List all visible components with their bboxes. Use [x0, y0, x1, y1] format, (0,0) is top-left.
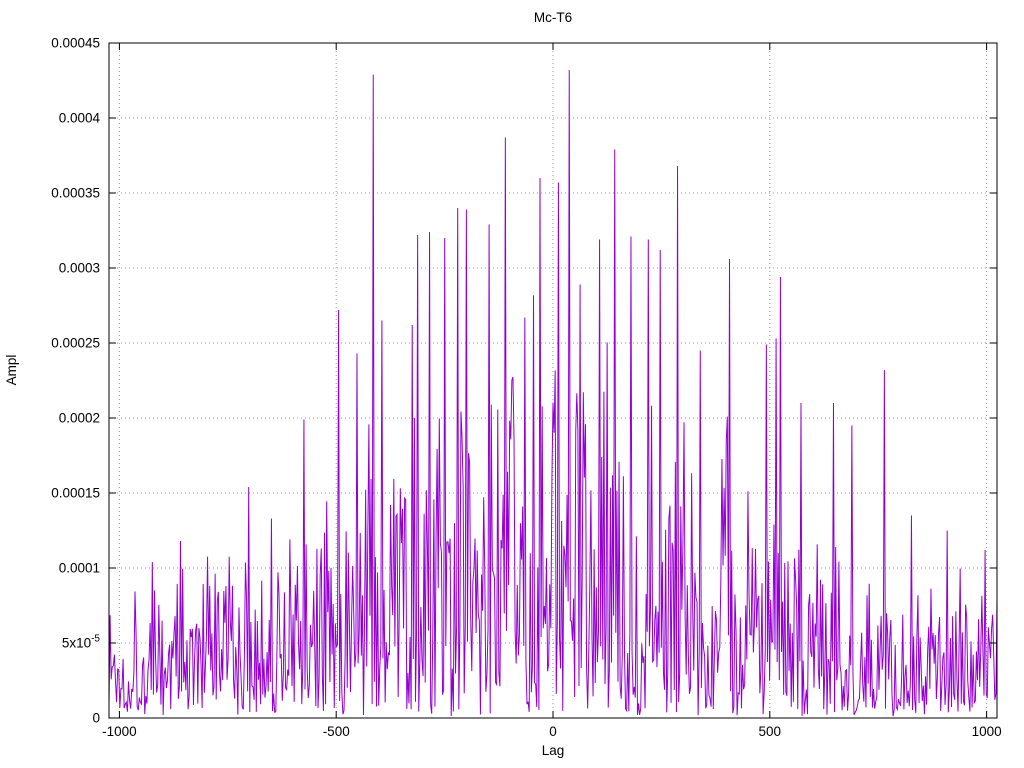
y-tick-label: 0.00035	[51, 186, 100, 201]
grid-lines	[109, 42, 997, 719]
x-tick-label: 500	[759, 724, 782, 739]
y-tick-label: 0	[92, 711, 100, 726]
y-tick-label: 0.00025	[51, 336, 100, 351]
y-tick-label: 0.0001	[59, 561, 100, 576]
x-tick-label: -1000	[102, 724, 137, 739]
y-axis-label: Ampl	[4, 355, 19, 386]
y-tick-label: 0.00015	[51, 486, 100, 501]
y-tick-label: 0.00045	[51, 36, 100, 51]
tick-marks	[109, 42, 997, 719]
y-tick-label: 5x10-5	[62, 634, 101, 651]
y-tick-label: 0.0003	[59, 261, 100, 276]
x-tick-label: 1000	[972, 724, 1002, 739]
chart-title: Mc-T6	[534, 10, 572, 25]
y-tick-label: 0.0002	[59, 411, 100, 426]
y-tick-label: 0.0004	[59, 111, 101, 126]
x-tick-labels: -1000 -500 0 500 1000	[102, 724, 1001, 739]
y-tick-labels: 0 5x10-5 0.0001 0.00015 0.0002 0.00025 0.0003 0…	[51, 36, 100, 726]
x-tick-label: -500	[323, 724, 350, 739]
x-axis-label: Lag	[542, 743, 565, 758]
x-tick-label: 0	[549, 724, 557, 739]
plot-border	[108, 42, 998, 719]
series-line	[108, 69, 998, 717]
